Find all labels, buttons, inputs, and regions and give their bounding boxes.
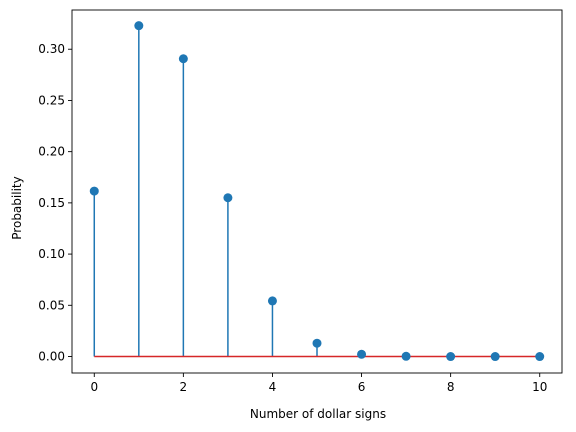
y-tick-label: 0.10 bbox=[38, 247, 65, 261]
x-tick-label: 6 bbox=[358, 380, 366, 394]
y-tick-label: 0.00 bbox=[38, 350, 65, 364]
plot-area bbox=[89, 21, 545, 362]
stem-marker bbox=[134, 21, 144, 31]
axes: 0 2 4 6 8 10 0.00 0.05 0.10 0.15 0.20 0.25 0.30 bbox=[38, 9, 563, 394]
y-axis-label: Probability bbox=[10, 176, 24, 239]
y-tick-label: 0.20 bbox=[38, 145, 65, 159]
x-tick-label: 8 bbox=[447, 380, 455, 394]
y-tick-label: 0.30 bbox=[38, 42, 65, 56]
x-tick-label: 0 bbox=[90, 380, 98, 394]
stem-marker bbox=[401, 351, 411, 361]
x-tick-label: 4 bbox=[269, 380, 277, 394]
stem-marker bbox=[89, 186, 99, 196]
axes-frame bbox=[71, 9, 563, 374]
stem-marker bbox=[312, 338, 322, 348]
x-tick-label: 10 bbox=[532, 380, 547, 394]
x-tick-label: 2 bbox=[180, 380, 188, 394]
stem-marker bbox=[446, 352, 456, 362]
stem-marker bbox=[357, 349, 367, 359]
stem-marker bbox=[535, 352, 545, 362]
x-axis-label: Number of dollar signs bbox=[250, 407, 386, 421]
y-tick-label: 0.15 bbox=[38, 196, 65, 210]
stem-marker bbox=[223, 193, 233, 203]
y-tick-label: 0.05 bbox=[38, 298, 65, 312]
stem-marker bbox=[267, 296, 277, 306]
stem-marker bbox=[178, 54, 188, 64]
y-tick-label: 0.25 bbox=[38, 93, 65, 107]
stem-marker bbox=[490, 352, 500, 362]
